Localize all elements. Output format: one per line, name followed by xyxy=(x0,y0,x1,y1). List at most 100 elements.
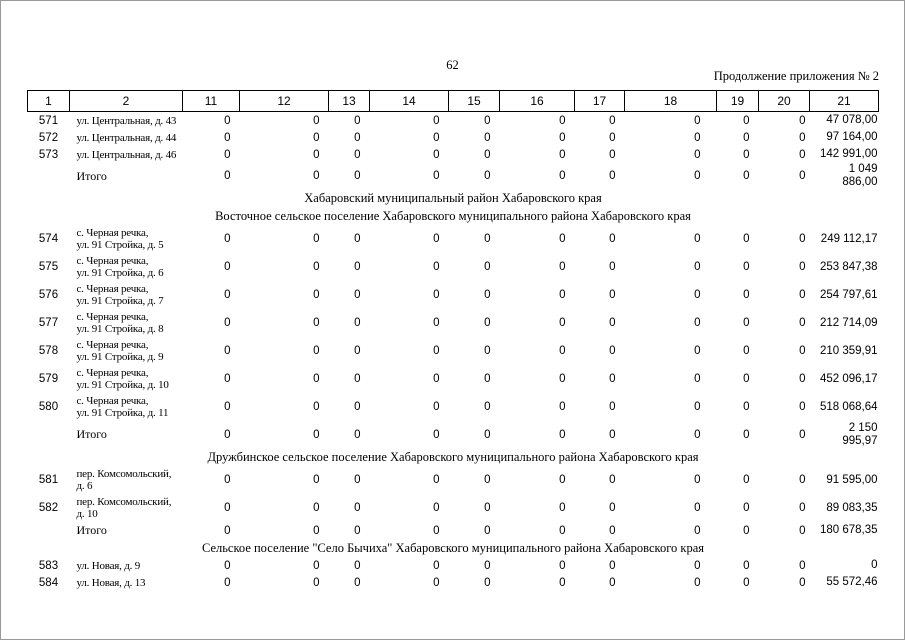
header-row: 1 2 11 12 13 14 15 16 17 18 19 20 21 xyxy=(27,90,879,112)
sum-cell: 91 595,00 xyxy=(810,466,879,494)
value-cell-col12: 0 xyxy=(313,428,320,441)
table-row: 580 с. Черная речка, ул. 91 Стройка, д. 1… xyxy=(28,393,879,421)
appendix-continuation-label: Продолжение приложения № 2 xyxy=(713,69,879,83)
table-row: 578 с. Черная речка, ул. 91 Стройка, д. 9… xyxy=(28,337,879,365)
row-number-cell: 583 xyxy=(38,559,59,572)
section-row: Хабаровский муниципальный район Хабаровс… xyxy=(28,189,879,207)
value-cell-col19: 0 xyxy=(743,261,750,273)
value-cell-col17: 0 xyxy=(609,502,616,514)
sum-value: 55 572,46 xyxy=(826,576,878,588)
value-cell-col20: 0 xyxy=(799,148,806,161)
value-cell-col20: 0 xyxy=(799,401,806,413)
total-row: Итого 0 0 0 0 0 0 0 0 0 0 180 678,35 xyxy=(28,522,879,539)
sum-value: 210 359,91 xyxy=(819,344,878,357)
section-row: Дружбинское сельское поселение Хабаровск… xyxy=(28,448,879,466)
sum-cell: 452 096,17 xyxy=(810,365,879,393)
value-cell-col19: 0 xyxy=(743,474,750,486)
value-cell-col12: 0 xyxy=(313,170,320,182)
value-cell-col18: 0 xyxy=(694,289,701,301)
value-cell-col18: 0 xyxy=(694,114,701,127)
value-cell-col12: 0 xyxy=(313,474,320,486)
row-number-cell: 578 xyxy=(38,345,59,357)
sum-cell: 249 112,17 xyxy=(810,225,879,253)
value-cell-col13: 0 xyxy=(354,474,361,486)
value-cell-col11: 0 xyxy=(224,373,231,385)
sum-cell: 180 678,35 xyxy=(810,522,879,539)
table-row: 582 пер. Комсомольский, д. 10 0 0 0 0 0 0 0 0 0 0 89… xyxy=(28,494,879,522)
value-cell-col14: 0 xyxy=(433,131,440,144)
column-header-21: 21 xyxy=(809,90,879,112)
value-cell-col20: 0 xyxy=(799,317,806,329)
value-cell-col18: 0 xyxy=(694,428,701,441)
value-cell-col13: 0 xyxy=(354,148,361,161)
value-cell-col13: 0 xyxy=(354,345,361,357)
value-cell-col14: 0 xyxy=(433,373,440,385)
value-cell-col17: 0 xyxy=(609,148,616,161)
column-header-15: 15 xyxy=(448,90,500,112)
sum-cell: 254 797,61 xyxy=(810,281,879,309)
row-number-cell: 573 xyxy=(38,148,59,161)
sum-value: 518 068,64 xyxy=(819,400,878,413)
value-cell-col17: 0 xyxy=(609,317,616,329)
value-cell-col11: 0 xyxy=(224,559,231,572)
value-cell-col13: 0 xyxy=(354,576,361,589)
value-cell-col13: 0 xyxy=(354,233,361,245)
value-cell-col14: 0 xyxy=(433,345,440,357)
section-row: Восточное сельское поселение Хабаровског… xyxy=(28,207,879,225)
value-cell-col15: 0 xyxy=(484,114,491,127)
address-cell: пер. Комсомольский, д. 10 xyxy=(76,496,172,520)
value-cell-col13: 0 xyxy=(354,131,361,144)
sum-cell: 212 714,09 xyxy=(810,309,879,337)
value-cell-col19: 0 xyxy=(743,345,750,357)
sum-value: 89 083,35 xyxy=(826,501,878,514)
value-cell-col20: 0 xyxy=(799,114,806,127)
value-cell-col15: 0 xyxy=(484,502,491,514)
table-body: 571 ул. Центральная, д. 43 0 0 0 0 0 0 0 0 0 0 47 07… xyxy=(28,112,879,592)
address-cell: с. Черная речка, ул. 91 Стройка, д. 6 xyxy=(76,255,164,279)
total-label-cell: Итого xyxy=(76,168,107,183)
value-cell-col19: 0 xyxy=(743,576,750,589)
value-cell-col14: 0 xyxy=(433,474,440,486)
column-header-12: 12 xyxy=(239,90,329,112)
row-number-cell: 581 xyxy=(38,474,59,486)
value-cell-col11: 0 xyxy=(224,345,231,357)
value-cell-col20: 0 xyxy=(799,131,806,144)
value-cell-col12: 0 xyxy=(313,502,320,514)
value-cell-col15: 0 xyxy=(484,170,491,182)
value-cell-col19: 0 xyxy=(743,559,750,572)
sum-cell: 2 150 995,97 xyxy=(810,421,879,448)
row-number-cell xyxy=(28,522,70,539)
row-number-cell: 580 xyxy=(38,401,59,413)
value-cell-col11: 0 xyxy=(224,261,231,273)
value-cell-col14: 0 xyxy=(433,289,440,301)
value-cell-col13: 0 xyxy=(354,559,361,572)
value-cell-col12: 0 xyxy=(313,261,320,273)
column-header-13: 13 xyxy=(328,90,370,112)
total-row: Итого 0 0 0 0 0 0 0 0 0 0 1 049 886,00 xyxy=(28,163,879,189)
value-cell-col16: 0 xyxy=(559,345,566,357)
sum-value: 212 714,09 xyxy=(819,316,878,329)
value-cell-col20: 0 xyxy=(799,170,806,182)
value-cell-col12: 0 xyxy=(313,148,320,161)
value-cell-col14: 0 xyxy=(433,148,440,161)
total-row: Итого 0 0 0 0 0 0 0 0 0 0 2 150 995,97 xyxy=(28,421,879,448)
value-cell-col16: 0 xyxy=(559,233,566,245)
value-cell-col15: 0 xyxy=(484,401,491,413)
value-cell-col19: 0 xyxy=(743,170,750,182)
value-cell-col11: 0 xyxy=(224,317,231,329)
row-number-cell: 571 xyxy=(38,114,59,127)
sum-value: 452 096,17 xyxy=(819,372,878,385)
value-cell-col18: 0 xyxy=(694,148,701,161)
table-row: 579 с. Черная речка, ул. 91 Стройка, д. 1… xyxy=(28,365,879,393)
value-cell-col18: 0 xyxy=(694,345,701,357)
table-row: 584 ул. Новая, д. 13 0 0 0 0 0 0 0 0 0 0 55 572,46 xyxy=(28,574,879,591)
value-cell-col16: 0 xyxy=(559,428,566,441)
value-cell-col15: 0 xyxy=(484,474,491,486)
value-cell-col20: 0 xyxy=(799,345,806,357)
section-title: Дружбинское сельское поселение Хабаровск… xyxy=(207,449,699,464)
value-cell-col12: 0 xyxy=(313,401,320,413)
value-cell-col20: 0 xyxy=(799,261,806,273)
column-header-14: 14 xyxy=(369,90,449,112)
value-cell-col17: 0 xyxy=(609,345,616,357)
address-cell: ул. Центральная, д. 43 xyxy=(76,114,177,127)
